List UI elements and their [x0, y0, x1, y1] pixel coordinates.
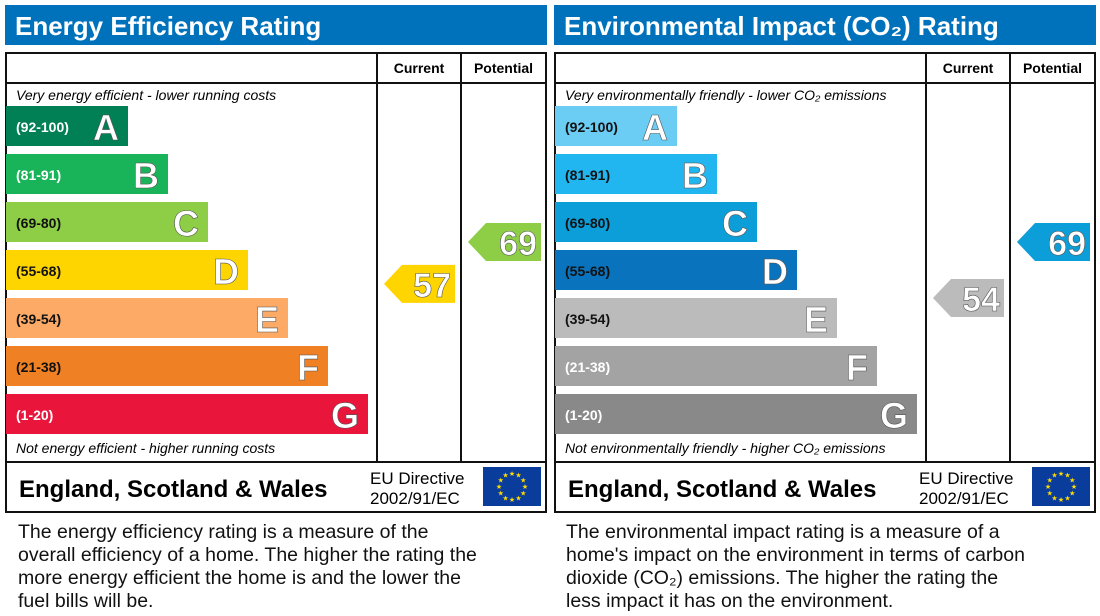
band-letter: B: [133, 155, 159, 196]
column-potential: Potential: [1023, 60, 1082, 76]
band-range: (21-38): [16, 359, 61, 375]
band-range: (92-100): [565, 119, 618, 135]
band-range: (1-20): [565, 407, 602, 423]
band-range: (81-91): [565, 167, 610, 183]
eu-star-icon: ★: [1069, 477, 1075, 485]
chart-title: Environmental Impact (CO₂) Rating: [564, 11, 999, 41]
band-letter: G: [880, 395, 908, 436]
eu-star-icon: ★: [515, 494, 521, 502]
current-rating-arrow: [384, 264, 455, 303]
eu-star-icon: ★: [502, 472, 508, 480]
bottom-note: Not environmentally friendly - higher CO…: [565, 440, 885, 456]
band-letter: B: [682, 155, 708, 196]
eu-star-icon: ★: [1047, 490, 1053, 498]
eu-flag-icon: [1032, 467, 1090, 506]
title-bar: [554, 5, 1096, 45]
band-letter: E: [804, 299, 828, 340]
eu-directive: EU Directive: [370, 469, 464, 488]
footer-region: England, Scotland & Wales: [19, 476, 327, 503]
eu-star-icon: ★: [1058, 470, 1064, 478]
energy-description: The energy efficiency rating is a measur…: [18, 521, 477, 612]
footer-region: England, Scotland & Wales: [568, 476, 876, 503]
eu-star-icon: ★: [1045, 483, 1051, 491]
current-rating-arrow: [933, 279, 1004, 317]
title-bar: [5, 5, 547, 45]
band-range: (39-54): [565, 311, 610, 327]
chart-title: Energy Efficiency Rating: [15, 11, 321, 41]
band-range: (92-100): [16, 119, 69, 135]
band-letter: D: [762, 251, 788, 292]
band-letter: G: [331, 395, 359, 436]
band-letter: F: [297, 347, 319, 388]
column-current: Current: [394, 60, 445, 76]
potential-rating-arrow: [1017, 223, 1090, 261]
potential-rating-value: 69: [499, 225, 537, 263]
band-G: [555, 394, 917, 434]
band-range: (55-68): [565, 263, 610, 279]
band-range: (69-80): [565, 215, 610, 231]
band-letter: A: [642, 107, 668, 148]
band-D: [555, 250, 797, 290]
eu-directive: EU Directive: [919, 469, 1013, 488]
band-letter: C: [722, 203, 748, 244]
eu-star-icon: ★: [515, 472, 521, 480]
potential-rating-value: 69: [1048, 225, 1086, 263]
column-current: Current: [943, 60, 994, 76]
band-letter: C: [173, 203, 199, 244]
band-range: (21-38): [565, 359, 610, 375]
band-range: (69-80): [16, 215, 61, 231]
eu-star-icon: ★: [1071, 483, 1077, 491]
band-B: [6, 154, 168, 194]
eu-star-icon: ★: [1051, 494, 1057, 502]
band-letter: F: [846, 347, 868, 388]
potential-rating-arrow: [468, 223, 541, 261]
band-range: (55-68): [16, 263, 61, 279]
eu-star-icon: ★: [1064, 494, 1070, 502]
eu-flag-icon: [483, 467, 541, 506]
band-F: [555, 346, 877, 386]
band-D: [6, 250, 248, 290]
eu-star-icon: ★: [520, 490, 526, 498]
band-range: (81-91): [16, 167, 61, 183]
eu-star-icon: ★: [509, 470, 515, 478]
band-letter: E: [255, 299, 279, 340]
band-letter: A: [93, 107, 119, 148]
top-note: Very energy efficient - lower running co…: [16, 87, 276, 103]
eu-directive-number: 2002/91/EC: [370, 489, 460, 508]
eu-star-icon: ★: [498, 490, 504, 498]
band-letter: D: [213, 251, 239, 292]
column-potential: Potential: [474, 60, 533, 76]
eu-star-icon: ★: [509, 496, 515, 504]
current-rating-value: 57: [413, 267, 451, 305]
band-G: [6, 394, 368, 434]
band-range: (1-20): [16, 407, 53, 423]
eu-star-icon: ★: [496, 483, 502, 491]
eu-star-icon: ★: [1051, 472, 1057, 480]
eu-star-icon: ★: [1069, 490, 1075, 498]
band-B: [555, 154, 717, 194]
eu-star-icon: ★: [1058, 496, 1064, 504]
band-F: [6, 346, 328, 386]
eu-star-icon: ★: [498, 477, 504, 485]
top-note: Very environmentally friendly - lower CO…: [565, 87, 886, 103]
band-range: (39-54): [16, 311, 61, 327]
eu-star-icon: ★: [502, 494, 508, 502]
eu-star-icon: ★: [522, 483, 528, 491]
band-C: [6, 202, 208, 242]
eu-star-icon: ★: [520, 477, 526, 485]
eu-star-icon: ★: [1047, 477, 1053, 485]
eu-directive-number: 2002/91/EC: [919, 489, 1009, 508]
band-A: [6, 106, 128, 146]
band-A: [555, 106, 677, 146]
band-C: [555, 202, 757, 242]
eu-star-icon: ★: [1064, 472, 1070, 480]
bottom-note: Not energy efficient - higher running co…: [16, 440, 275, 456]
band-E: [6, 298, 288, 338]
environmental-description: The environmental impact rating is a mea…: [566, 521, 1025, 612]
current-rating-value: 54: [962, 281, 1000, 319]
band-E: [555, 298, 837, 338]
